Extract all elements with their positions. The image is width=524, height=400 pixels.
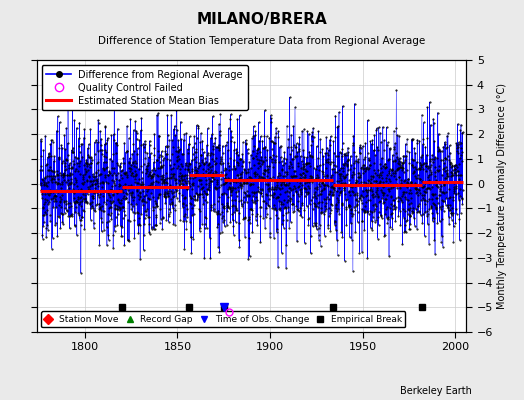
Text: Difference of Station Temperature Data from Regional Average: Difference of Station Temperature Data f…: [99, 36, 425, 46]
Y-axis label: Monthly Temperature Anomaly Difference (°C): Monthly Temperature Anomaly Difference (…: [497, 83, 507, 309]
Text: MILANO/BRERA: MILANO/BRERA: [196, 12, 328, 27]
Legend: Station Move, Record Gap, Time of Obs. Change, Empirical Break: Station Move, Record Gap, Time of Obs. C…: [41, 311, 406, 328]
Text: Berkeley Earth: Berkeley Earth: [400, 386, 472, 396]
